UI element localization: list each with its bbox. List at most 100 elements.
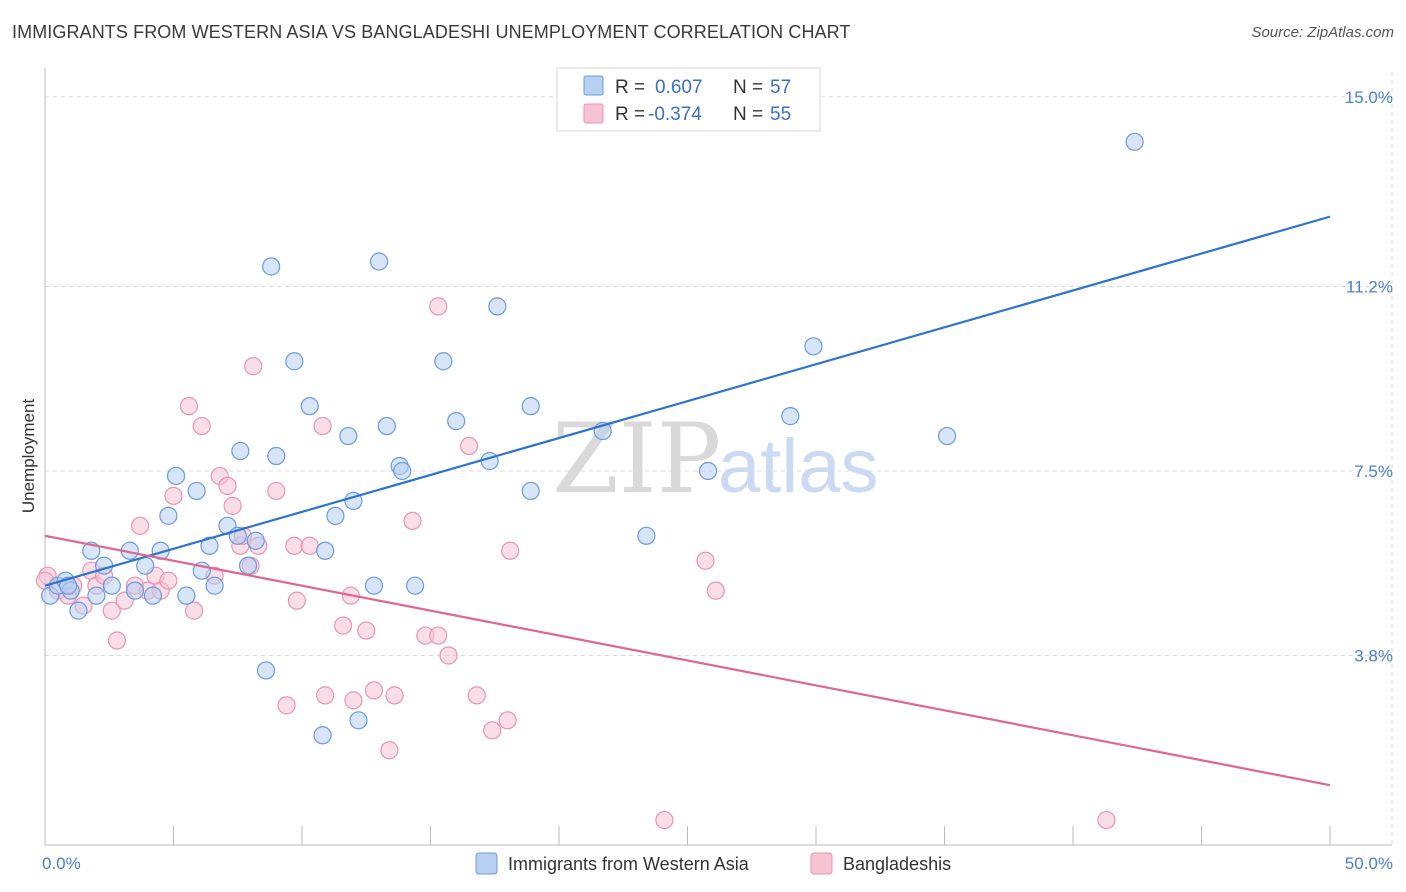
legend-swatch-blue xyxy=(583,75,604,96)
western-asia-point-12 xyxy=(143,586,163,605)
western-asia-point-4 xyxy=(69,601,88,620)
legend-swatch-pink xyxy=(583,103,604,124)
legend-r-label-1: R = xyxy=(615,104,645,125)
bangladeshis-point-35 xyxy=(313,416,332,436)
bangladeshis-point-12 xyxy=(130,516,150,535)
western-asia-point-24 xyxy=(238,556,258,575)
bangladeshis-point-44 xyxy=(403,511,422,530)
western-asia-point-43 xyxy=(434,352,453,371)
bangladeshis-point-57 xyxy=(706,581,725,600)
western-asia-point-15 xyxy=(166,466,186,486)
y-tick-label-0: 3.8% xyxy=(1354,646,1393,665)
bangladeshis-points xyxy=(35,297,1116,830)
western-asia-point-39 xyxy=(377,416,396,436)
bangladeshis-point-33 xyxy=(287,591,306,610)
bottom-legend-label-1: Bangladeshis xyxy=(843,854,951,874)
bangladeshis-point-16 xyxy=(159,571,178,590)
source-label: Source: ZipAtlas.com xyxy=(1251,24,1394,41)
western-asia-point-16 xyxy=(177,586,196,605)
western-asia-point-25 xyxy=(246,531,265,550)
axes xyxy=(44,68,1392,846)
bangladeshis-point-53 xyxy=(501,541,520,560)
watermark-zip: ZIP xyxy=(552,403,721,515)
western-asia-point-52 xyxy=(781,407,800,426)
bangladeshis-point-23 xyxy=(218,476,237,496)
legend: R = 0.607 N = 57 R = -0.374 N = 55 xyxy=(556,67,821,132)
western-asia-point-38 xyxy=(370,252,389,271)
watermark: ZIP atlas xyxy=(552,403,879,515)
western-asia-point-23 xyxy=(231,441,250,461)
western-asia-point-29 xyxy=(285,352,304,371)
x-tick-label-0: 0.0% xyxy=(42,854,81,873)
legend-n-value-0: 57 xyxy=(770,77,791,98)
western-asia-point-8 xyxy=(102,576,121,595)
western-asia-point-50 xyxy=(637,526,656,545)
y-tick-labels: 3.8% 7.5% 11.2% 15.0% xyxy=(1345,88,1393,666)
bangladeshis-point-20 xyxy=(192,416,211,436)
bangladeshis-point-34 xyxy=(300,536,319,555)
bangladeshis-point-37 xyxy=(334,616,353,635)
grid xyxy=(45,72,1393,845)
bangladeshis-point-50 xyxy=(467,686,486,705)
western-asia-point-27 xyxy=(262,257,281,276)
western-asia-point-35 xyxy=(349,711,368,730)
bangladeshis-point-48 xyxy=(439,646,458,665)
western-asia-point-54 xyxy=(937,426,957,446)
western-asia-point-47 xyxy=(521,397,540,416)
bangladeshis-point-49 xyxy=(459,436,479,456)
legend-r-value-1: -0.374 xyxy=(648,104,702,125)
western-asia-point-53 xyxy=(804,337,823,356)
y-axis-label: Unemployment xyxy=(19,399,38,514)
bangladeshis-point-18 xyxy=(179,397,199,416)
bangladeshis-point-17 xyxy=(164,486,183,506)
western-asia-point-46 xyxy=(488,297,507,316)
trend-lines xyxy=(44,215,1331,787)
western-asia-point-56 xyxy=(59,576,78,595)
bangladeshis-point-39 xyxy=(344,691,363,710)
bangladeshis-point-54 xyxy=(696,551,715,570)
western-asia-point-37 xyxy=(364,576,384,595)
bottom-legend-label-0: Immigrants from Western Asia xyxy=(508,854,750,874)
x-tick-labels: 0.0% 50.0% xyxy=(42,854,1393,873)
bangladeshis-point-46 xyxy=(429,626,448,645)
bangladeshis-point-24 xyxy=(223,496,242,515)
western-asia-point-19 xyxy=(200,536,219,555)
legend-n-value-1: 55 xyxy=(770,104,791,125)
legend-n-label-1: N = xyxy=(733,104,763,125)
bottom-legend-swatch-blue xyxy=(475,852,498,875)
bangladeshis-point-9 xyxy=(107,631,127,650)
bottom-legend: Immigrants from Western Asia Bangladeshi… xyxy=(475,852,951,875)
y-tick-label-2: 11.2% xyxy=(1346,277,1393,296)
bangladeshis-point-30 xyxy=(267,481,286,501)
western-asia-point-41 xyxy=(393,461,412,481)
bangladeshis-point-47 xyxy=(429,297,448,316)
western-asia-point-6 xyxy=(87,586,106,605)
legend-r-label-0: R = xyxy=(615,77,645,98)
western-asia-point-42 xyxy=(405,576,425,595)
bangladeshis-point-51 xyxy=(483,721,502,740)
western-asia-point-17 xyxy=(187,481,206,501)
bangladeshis-point-19 xyxy=(184,601,204,620)
western-asia-point-10 xyxy=(125,581,145,600)
y-tick-label-3: 15.0% xyxy=(1345,88,1393,107)
western-asia-point-51 xyxy=(698,461,718,481)
western-asia-point-28 xyxy=(267,446,286,466)
western-asia-points xyxy=(41,132,1144,745)
western-asia-point-34 xyxy=(339,426,358,446)
chart-title: IMMIGRANTS FROM WESTERN ASIA VS BANGLADE… xyxy=(12,22,851,42)
western-asia-point-14 xyxy=(159,506,178,525)
western-asia-point-32 xyxy=(316,541,335,560)
bottom-legend-swatch-pink xyxy=(810,852,833,875)
watermark-atlas: atlas xyxy=(718,424,879,509)
bangladeshis-trend-line xyxy=(44,534,1331,787)
bangladeshis-point-31 xyxy=(277,696,296,715)
western-asia-point-30 xyxy=(300,397,319,416)
bangladeshis-point-52 xyxy=(498,711,517,730)
western-asia-point-11 xyxy=(136,556,155,575)
bangladeshis-point-36 xyxy=(316,686,335,705)
bangladeshis-point-42 xyxy=(380,741,399,760)
legend-n-label-0: N = xyxy=(733,77,763,98)
western-asia-point-20 xyxy=(205,576,224,595)
western-asia-trend-line xyxy=(44,215,1331,587)
